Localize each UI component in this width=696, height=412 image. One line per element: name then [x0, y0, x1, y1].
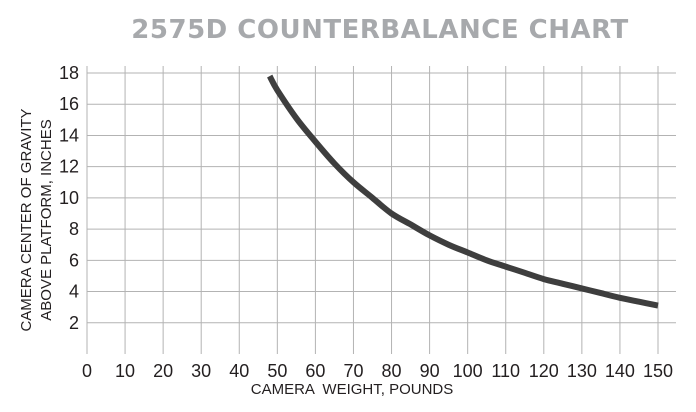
x-tick-label-80: 80	[382, 361, 402, 381]
x-tick-label-70: 70	[343, 361, 363, 381]
x-tick-label-40: 40	[229, 361, 249, 381]
x-tick-label-60: 60	[305, 361, 325, 381]
y-tick-label-14: 14	[59, 125, 79, 145]
series-layer	[270, 76, 658, 306]
x-tick-label-110: 110	[491, 361, 520, 381]
x-tick-label-20: 20	[153, 361, 173, 381]
y-tick-label-4: 4	[69, 282, 79, 302]
y-tick-label-2: 2	[69, 313, 79, 333]
y-axis-label-line-1: CAMERA CENTER OF GRAVITY	[18, 108, 35, 331]
y-axis-ticks: 2 4 6 8 10 12 14 16 18	[59, 63, 79, 333]
x-axis-label: CAMERA WEIGHT, POUNDS	[251, 381, 454, 398]
x-tick-label-50: 50	[267, 361, 287, 381]
x-tick-label-140: 140	[605, 361, 635, 381]
x-tick-label-10: 10	[115, 361, 135, 381]
grid	[87, 66, 676, 354]
x-tick-label-120: 120	[529, 361, 559, 381]
y-tick-label-16: 16	[59, 94, 79, 114]
y-tick-label-12: 12	[59, 157, 79, 177]
x-tick-label-0: 0	[82, 361, 92, 381]
y-tick-label-8: 8	[69, 219, 79, 239]
y-axis-label-line-2: ABOVE PLATFORM, INCHES	[38, 119, 55, 320]
series-line-0	[270, 76, 658, 306]
y-tick-label-18: 18	[59, 63, 79, 83]
x-tick-label-30: 30	[191, 361, 211, 381]
x-tick-label-150: 150	[643, 361, 673, 381]
x-axis-ticks: 0 10 20 30 40 50 60 70 80 90 100 110 120 130 140 150	[82, 361, 673, 381]
y-tick-label-10: 10	[59, 188, 79, 208]
y-tick-label-6: 6	[69, 250, 79, 270]
x-tick-label-90: 90	[420, 361, 440, 381]
y-axis-label: CAMERA CENTER OF GRAVITY ABOVE PLATFORM,…	[18, 108, 55, 331]
x-tick-label-130: 130	[567, 361, 597, 381]
x-tick-label-100: 100	[453, 361, 483, 381]
